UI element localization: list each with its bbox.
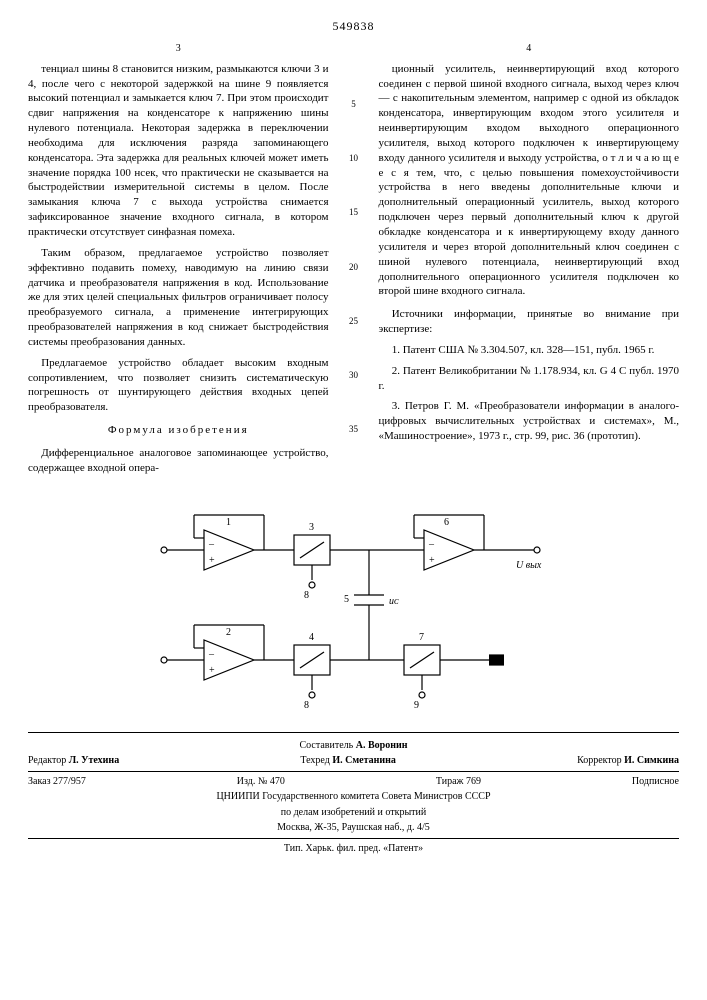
- izd-num: Изд. № 470: [237, 775, 285, 789]
- ln-30: 30: [347, 369, 361, 381]
- sources-title: Источники информации, принятые во вниман…: [379, 307, 680, 337]
- ln-35: 35: [347, 423, 361, 435]
- ref-1: 1. Патент США № 3.304.507, кл. 328—151, …: [379, 343, 680, 358]
- composer-name: А. Воронин: [356, 740, 408, 751]
- formula-title: Формула изобретения: [28, 423, 329, 438]
- svg-text:–: –: [208, 649, 215, 660]
- ln-15: 15: [347, 206, 361, 218]
- order-num: Заказ 277/957: [28, 775, 86, 789]
- editor-name: Л. Утехина: [69, 755, 119, 766]
- col-num-right: 4: [379, 42, 680, 56]
- right-column: 4 ционный усилитель, неинвертирующий вхо…: [379, 42, 680, 481]
- lbl-9: 9: [414, 700, 419, 711]
- col-num-left: 3: [28, 42, 329, 56]
- tirazh: Тираж 769: [436, 775, 481, 789]
- line-number-gutter: 5 10 15 20 25 30 35: [347, 42, 361, 481]
- lbl-sw7: 7: [419, 632, 424, 643]
- lbl-amp1: 1: [226, 517, 231, 528]
- ln-25: 25: [347, 315, 361, 327]
- ln-10: 10: [347, 152, 361, 164]
- org-1: ЦНИИПИ Государственного комитета Совета …: [28, 790, 679, 804]
- lbl-amp6: 6: [444, 517, 449, 528]
- svg-text:+: +: [429, 555, 435, 566]
- lbl-cap5: 5: [344, 594, 349, 605]
- left-p1: тенциал шины 8 становится низким, размык…: [28, 62, 329, 240]
- lbl-amp2: 2: [226, 627, 231, 638]
- ref-3: 3. Петров Г. М. «Преобразователи информа…: [379, 399, 680, 444]
- patent-number: 549838: [28, 18, 679, 34]
- techred-label: Техред: [300, 755, 329, 766]
- lbl-8a: 8: [304, 590, 309, 601]
- left-p3: Предлагаемое устройство обладает высоким…: [28, 356, 329, 415]
- left-p4: Дифференциальное аналоговое запоминающее…: [28, 446, 329, 476]
- sub: Подписное: [632, 775, 679, 789]
- svg-text:–: –: [208, 539, 215, 550]
- techred-name: И. Сметанина: [332, 755, 396, 766]
- ln-20: 20: [347, 261, 361, 273]
- right-p1: ционный усилитель, неинвертирующий вход …: [379, 62, 680, 300]
- text-columns: 3 тенциал шины 8 становится низким, разм…: [28, 42, 679, 481]
- left-column: 3 тенциал шины 8 становится низким, разм…: [28, 42, 329, 481]
- circuit-diagram: – + 1 3 8 5 uᴄ: [144, 500, 564, 720]
- corrector-name: И. Симкина: [624, 755, 679, 766]
- addr: Москва, Ж-35, Раушская наб., д. 4/5: [28, 821, 679, 835]
- lbl-sw4: 4: [309, 632, 314, 643]
- editor-label: Редактор: [28, 755, 66, 766]
- svg-text:–: –: [428, 539, 435, 550]
- footer: Составитель А. Воронин Редактор Л. Утехи…: [28, 732, 679, 856]
- lbl-uc: uᴄ: [389, 596, 399, 607]
- corrector-label: Корректор: [577, 755, 622, 766]
- lbl-uout: U вых: [516, 560, 542, 571]
- svg-text:+: +: [209, 555, 215, 566]
- ref-2: 2. Патент Великобритании № 1.178.934, кл…: [379, 364, 680, 394]
- lbl-sw3: 3: [309, 522, 314, 533]
- svg-text:+: +: [209, 665, 215, 676]
- lbl-8b: 8: [304, 700, 309, 711]
- ln-5: 5: [347, 98, 361, 110]
- org-2: по делам изобретений и открытий: [28, 806, 679, 820]
- left-p2: Таким образом, предлагаемое устройство п…: [28, 246, 329, 350]
- typography: Тип. Харьк. фил. пред. «Патент»: [28, 842, 679, 856]
- composer-label: Составитель: [300, 740, 354, 751]
